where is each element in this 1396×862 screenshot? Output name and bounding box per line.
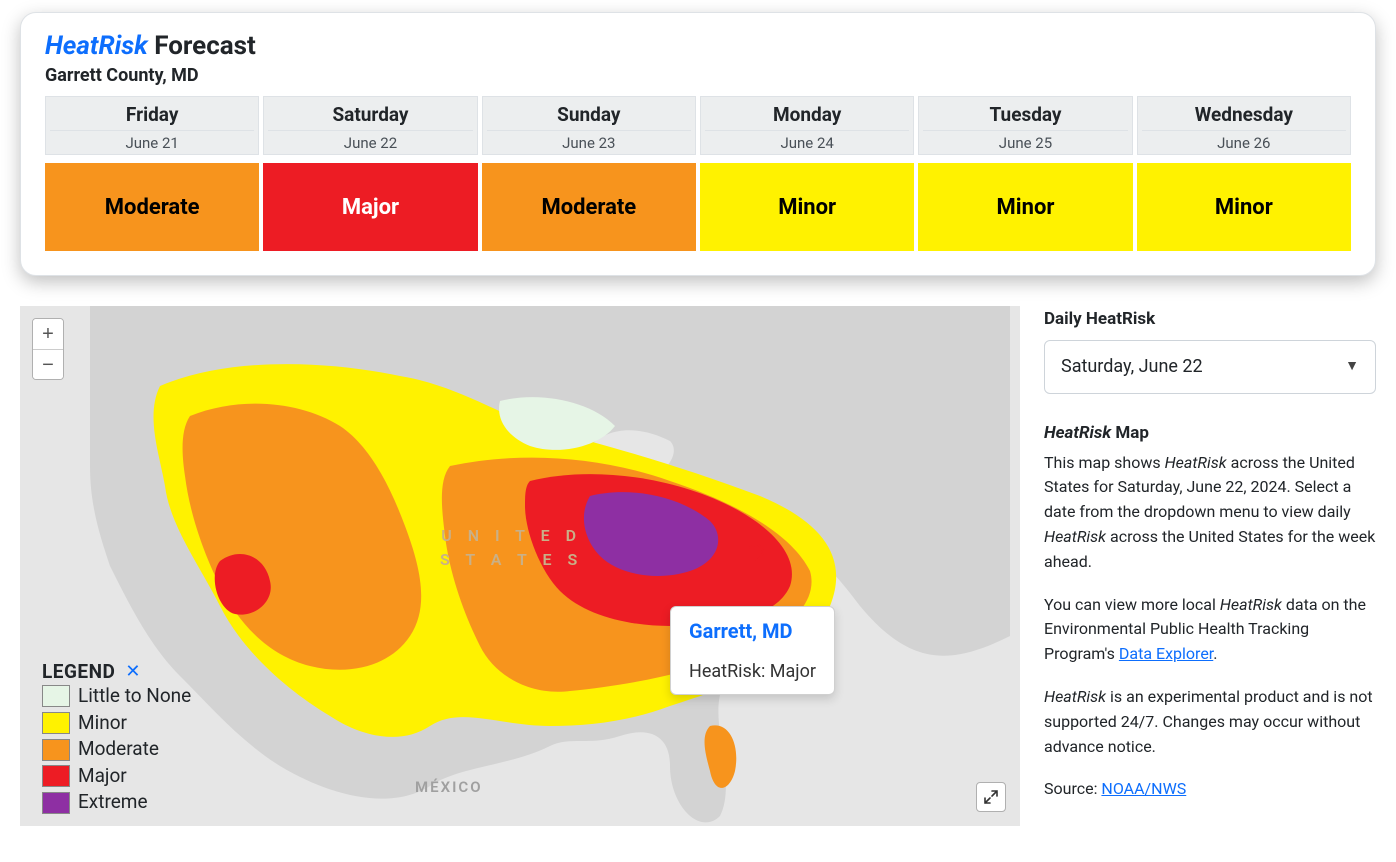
- side-panel: Daily HeatRisk Saturday, June 22 ▼ HeatR…: [1044, 306, 1376, 826]
- forecast-day: Saturday June 22 Major: [263, 96, 477, 251]
- zoom-out-button[interactable]: −: [33, 349, 63, 379]
- legend-close-icon[interactable]: ✕: [125, 661, 140, 682]
- expand-map-button[interactable]: [976, 782, 1006, 812]
- legend-row: Minor: [42, 710, 191, 737]
- forecast-title: HeatRisk Forecast: [45, 31, 1351, 61]
- legend-label: Extreme: [78, 789, 148, 816]
- legend-row: Extreme: [42, 789, 191, 816]
- legend-swatch: [42, 712, 70, 734]
- date-dropdown[interactable]: Saturday, June 22 ▼: [1044, 340, 1376, 394]
- legend-row: Moderate: [42, 736, 191, 763]
- day-risk-badge: Minor: [1137, 163, 1351, 251]
- day-header: Sunday June 23: [482, 96, 696, 155]
- day-date: June 22: [268, 130, 472, 152]
- source-link[interactable]: NOAA/NWS: [1101, 779, 1186, 798]
- chevron-down-icon: ▼: [1345, 356, 1359, 378]
- forecast-title-prefix: HeatRisk: [45, 31, 148, 61]
- day-date: June 21: [50, 130, 254, 152]
- day-risk-badge: Moderate: [45, 163, 259, 251]
- legend-swatch: [42, 792, 70, 814]
- day-risk-badge: Moderate: [482, 163, 696, 251]
- day-date: June 25: [923, 130, 1127, 152]
- map-tooltip: Garrett, MD HeatRisk: Major: [670, 606, 835, 695]
- tooltip-body: HeatRisk: Major: [689, 661, 816, 682]
- legend-swatch: [42, 765, 70, 787]
- expand-icon: [983, 789, 999, 805]
- legend-row: Major: [42, 763, 191, 790]
- legend-title: LEGEND: [42, 660, 115, 683]
- forecast-day: Monday June 24 Minor: [700, 96, 914, 251]
- legend: LEGEND ✕ Little to None Minor Moderate M…: [42, 660, 191, 816]
- legend-swatch: [42, 685, 70, 707]
- map-heading: HeatRisk Map: [1044, 420, 1376, 446]
- map-description-1: This map shows HeatRisk across the Unite…: [1044, 451, 1376, 575]
- day-name: Friday: [50, 103, 254, 126]
- map-description-3: HeatRisk is an experimental product and …: [1044, 685, 1376, 759]
- day-date: June 26: [1142, 130, 1346, 152]
- day-date: June 23: [487, 130, 691, 152]
- day-name: Saturday: [268, 103, 472, 126]
- day-header: Friday June 21: [45, 96, 259, 155]
- day-header: Tuesday June 25: [918, 96, 1132, 155]
- day-header: Saturday June 22: [263, 96, 477, 155]
- day-name: Wednesday: [1142, 103, 1346, 126]
- day-date: June 24: [705, 130, 909, 152]
- zoom-controls: + −: [32, 318, 64, 380]
- forecast-grid: Friday June 21 Moderate Saturday June 22…: [45, 96, 1351, 251]
- zoom-in-button[interactable]: +: [33, 319, 63, 349]
- lower-area: + − U N I T E DS T A T E S MÉXICO Garret…: [20, 306, 1376, 826]
- forecast-card: HeatRisk Forecast Garrett County, MD Fri…: [20, 12, 1376, 276]
- legend-row: Little to None: [42, 683, 191, 710]
- forecast-day: Friday June 21 Moderate: [45, 96, 259, 251]
- source-line: Source: NOAA/NWS: [1044, 777, 1376, 802]
- day-name: Tuesday: [923, 103, 1127, 126]
- data-explorer-link[interactable]: Data Explorer: [1119, 644, 1213, 663]
- daily-heatrisk-label: Daily HeatRisk: [1044, 306, 1376, 332]
- day-name: Sunday: [487, 103, 691, 126]
- map-label-us: U N I T E DS T A T E S: [440, 524, 583, 572]
- legend-label: Moderate: [78, 736, 159, 763]
- forecast-day: Sunday June 23 Moderate: [482, 96, 696, 251]
- date-dropdown-value: Saturday, June 22: [1061, 353, 1203, 381]
- day-risk-badge: Major: [263, 163, 477, 251]
- tooltip-title: Garrett, MD: [689, 619, 816, 643]
- day-risk-badge: Minor: [700, 163, 914, 251]
- legend-swatch: [42, 739, 70, 761]
- legend-label: Major: [78, 763, 127, 790]
- legend-label: Minor: [78, 710, 127, 737]
- legend-label: Little to None: [78, 683, 191, 710]
- forecast-title-suffix: Forecast: [148, 31, 256, 61]
- map-description-2: You can view more local HeatRisk data on…: [1044, 593, 1376, 667]
- map-label-mexico: MÉXICO: [415, 778, 483, 796]
- day-risk-badge: Minor: [918, 163, 1132, 251]
- forecast-location: Garrett County, MD: [45, 65, 1351, 86]
- day-name: Monday: [705, 103, 909, 126]
- forecast-day: Wednesday June 26 Minor: [1137, 96, 1351, 251]
- map-container[interactable]: + − U N I T E DS T A T E S MÉXICO Garret…: [20, 306, 1020, 826]
- forecast-day: Tuesday June 25 Minor: [918, 96, 1132, 251]
- day-header: Monday June 24: [700, 96, 914, 155]
- day-header: Wednesday June 26: [1137, 96, 1351, 155]
